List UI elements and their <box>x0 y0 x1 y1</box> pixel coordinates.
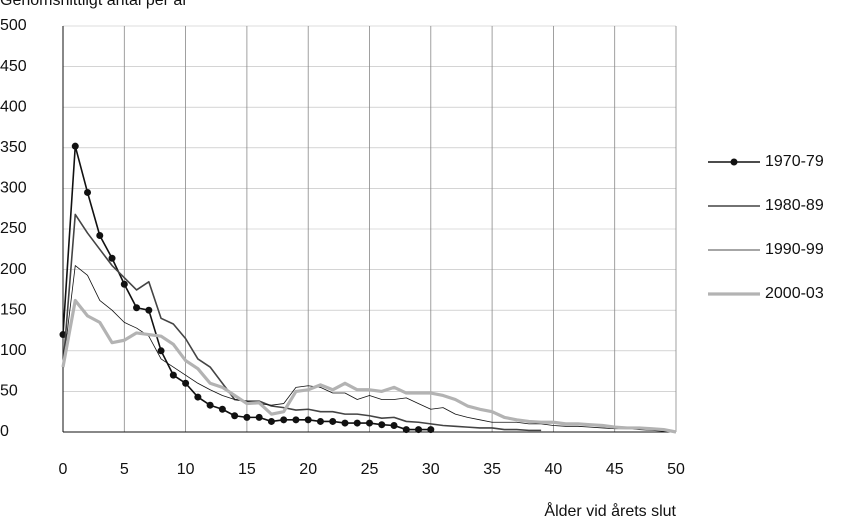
series-line <box>61 298 677 434</box>
point <box>316 417 324 425</box>
point <box>120 280 128 288</box>
x-tick-label: 30 <box>422 461 440 478</box>
x-tick-label: 5 <box>120 461 129 478</box>
point <box>427 426 435 434</box>
x-tick-label: 0 <box>59 461 68 478</box>
x-tick-label: 40 <box>545 461 563 478</box>
point <box>341 419 349 427</box>
y-tick-label: 400 <box>0 98 27 115</box>
point <box>231 412 239 420</box>
y-tick-label: 300 <box>0 180 27 197</box>
legend-label: 1970-79 <box>765 153 824 170</box>
point <box>218 405 226 413</box>
x-axis-label: Ålder vid årets slut <box>544 501 676 520</box>
point <box>366 419 373 427</box>
point <box>133 304 141 312</box>
series-line <box>62 265 677 433</box>
y-tick-label: 350 <box>0 139 27 156</box>
chart-title: Genomsnittligt antal per år <box>0 0 188 9</box>
x-tick-label: 15 <box>238 461 256 478</box>
point <box>108 254 116 262</box>
x-tick-label: 10 <box>177 461 195 478</box>
point <box>292 416 300 424</box>
y-tick-label: 200 <box>0 261 27 278</box>
point <box>353 419 361 427</box>
series-line <box>62 213 542 432</box>
point <box>402 426 410 434</box>
y-tick-label: 100 <box>0 342 27 359</box>
point <box>96 231 104 239</box>
point <box>84 188 92 196</box>
point <box>71 142 79 150</box>
point <box>390 422 398 430</box>
point <box>255 413 263 421</box>
point <box>145 306 153 314</box>
legend-label: 1980-89 <box>765 197 824 214</box>
point <box>182 379 190 387</box>
legend-label: 2000-03 <box>765 285 824 302</box>
x-tick-label: 25 <box>361 461 379 478</box>
x-tick-label: 45 <box>606 461 624 478</box>
point <box>169 371 177 379</box>
y-tick-label: 0 <box>0 423 9 440</box>
x-tick-label: 50 <box>667 461 685 478</box>
y-tick-label: 150 <box>0 301 27 318</box>
point <box>243 413 251 421</box>
x-tick-label: 35 <box>483 461 501 478</box>
point <box>206 401 214 409</box>
x-tick-label: 20 <box>299 461 317 478</box>
point <box>378 421 386 429</box>
point <box>157 347 165 355</box>
point <box>280 416 288 424</box>
point <box>194 393 202 401</box>
point <box>304 416 312 424</box>
y-tick-label: 500 <box>0 17 27 34</box>
point <box>415 426 423 434</box>
y-tick-label: 250 <box>0 220 27 237</box>
point <box>329 417 337 425</box>
legend-marker <box>730 158 738 166</box>
y-tick-label: 50 <box>0 383 18 400</box>
y-tick-label: 450 <box>0 58 27 75</box>
point <box>267 417 275 425</box>
legend-label: 1990-99 <box>765 241 824 258</box>
